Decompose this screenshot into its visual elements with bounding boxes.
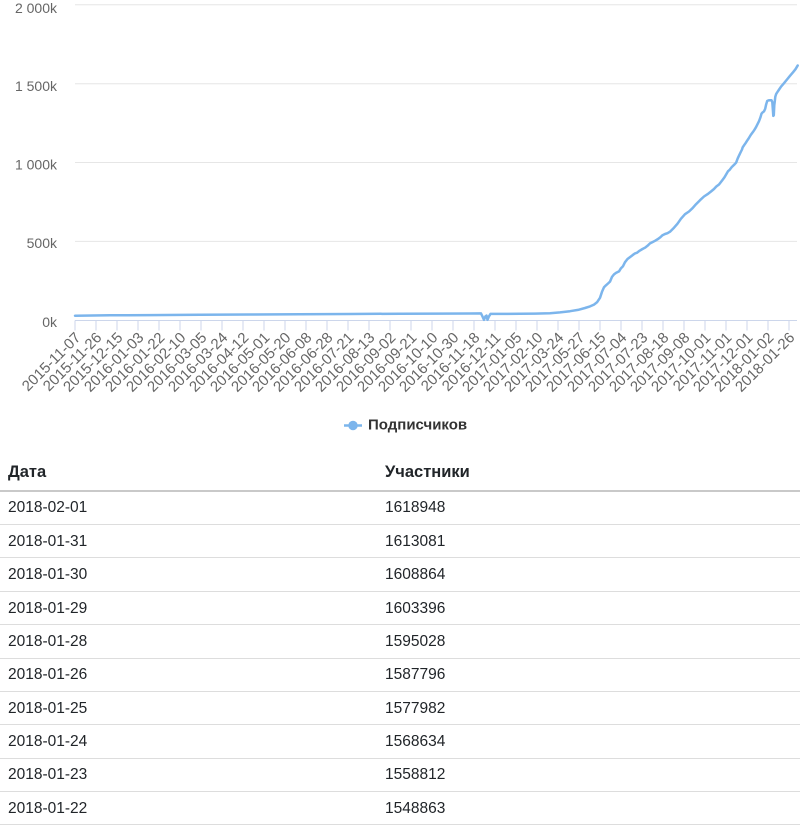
svg-text:0k: 0k: [42, 314, 58, 330]
svg-text:1 500k: 1 500k: [15, 78, 58, 94]
svg-text:1 000k: 1 000k: [15, 156, 58, 172]
svg-text:500k: 500k: [27, 235, 58, 251]
svg-text:2 000k: 2 000k: [15, 0, 58, 16]
svg-text:Подписчиков: Подписчиков: [368, 416, 467, 433]
